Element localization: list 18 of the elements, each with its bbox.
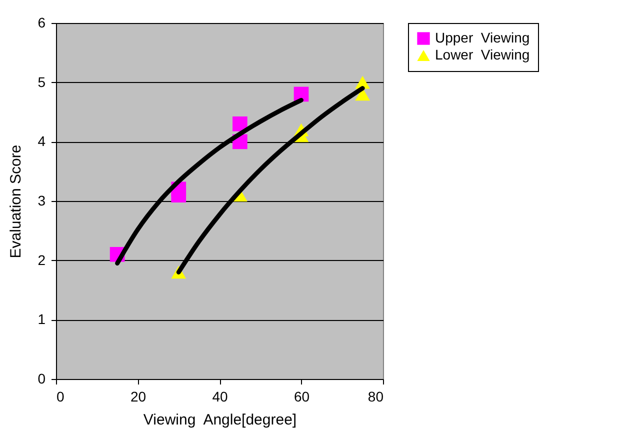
x-tick-label: 60 (294, 388, 310, 404)
y-tick-label: 4 (38, 133, 46, 150)
y-tick-label: 1 (38, 311, 46, 328)
y-axis-title: Evaluation Score (8, 144, 25, 258)
x-tick-label: 80 (368, 388, 384, 404)
legend-label: Lower Viewing (435, 46, 530, 62)
y-tick-label: 3 (38, 192, 46, 208)
y-tick-label: 2 (38, 252, 46, 268)
y-tick-label: 5 (38, 74, 46, 90)
point (232, 116, 248, 132)
point (171, 188, 186, 202)
y-tick-label: 6 (38, 14, 46, 30)
legend-label: Upper Viewing (435, 30, 530, 46)
x-axis-title: Viewing Angle[degree] (143, 412, 297, 428)
y-tick-label: 0 (38, 370, 46, 386)
x-tick-label: 40 (212, 388, 228, 404)
x-tick-label: 0 (56, 388, 64, 404)
x-tick-label: 20 (130, 388, 146, 404)
